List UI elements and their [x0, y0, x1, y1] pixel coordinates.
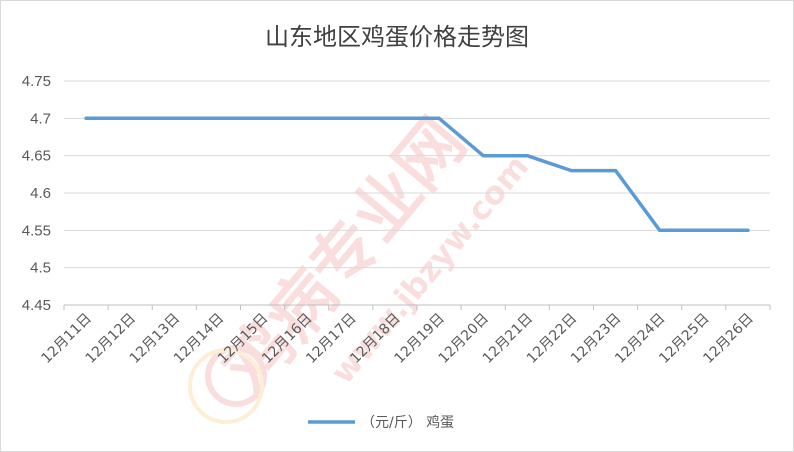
series-line-eggs: [84, 116, 750, 233]
data-point: [305, 116, 309, 120]
y-tick-label: 4.45: [22, 297, 51, 314]
data-point: [172, 116, 176, 120]
data-point: [216, 116, 220, 120]
data-point: [349, 116, 353, 120]
data-point: [393, 116, 397, 120]
y-tick-label: 4.6: [30, 185, 51, 202]
data-point: [128, 116, 132, 120]
data-point: [437, 116, 441, 120]
y-tick-label: 4.75: [22, 73, 51, 90]
data-point: [261, 116, 265, 120]
watermark-logo-icon: [205, 345, 267, 407]
data-point: [481, 154, 485, 158]
legend: （元/斤） 鸡蛋: [308, 414, 454, 431]
data-point: [702, 228, 706, 232]
data-point: [84, 116, 88, 120]
data-point: [746, 228, 750, 232]
data-point: [614, 169, 618, 173]
legend-label: （元/斤） 鸡蛋: [361, 414, 454, 431]
y-tick-label: 4.55: [22, 222, 51, 239]
y-tick-label: 4.65: [22, 148, 51, 165]
y-tick-label: 4.7: [30, 110, 51, 127]
series-group: [84, 116, 750, 233]
chart-title: 山东地区鸡蛋价格走势图: [265, 23, 529, 51]
watermark: 鸡病专业网 www.jbzyw.com: [188, 104, 536, 424]
data-point: [658, 228, 662, 232]
y-tick-label: 4.5: [30, 260, 51, 277]
y-axis-ticks: 4.45 4.5 4.55 4.6 4.65 4.7 4.75: [22, 73, 51, 314]
data-point: [569, 169, 573, 173]
data-point: [525, 154, 529, 158]
